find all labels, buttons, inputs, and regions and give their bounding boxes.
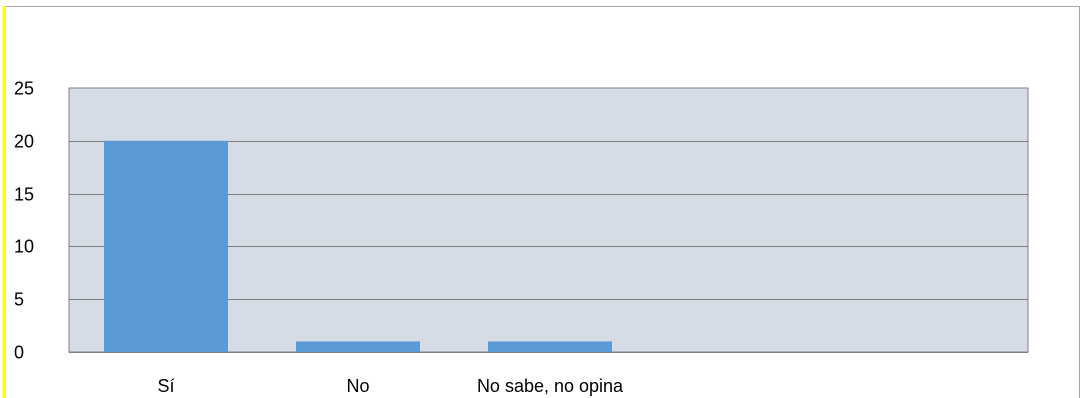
bar-0	[104, 140, 228, 352]
y-axis-ticks: 0 5 10 15 20 25	[14, 79, 34, 363]
y-tick-label: 25	[14, 79, 34, 99]
y-tick-label: 10	[14, 237, 34, 257]
bar-1	[296, 341, 420, 352]
y-tick-label: 15	[14, 185, 34, 205]
x-axis-ticks: Sí No No sabe, no opina	[157, 376, 624, 396]
x-tick-label: No sabe, no opina	[477, 376, 624, 396]
frame-top-border	[6, 6, 1080, 7]
frame-right-border	[1079, 6, 1080, 398]
y-tick-label: 20	[14, 132, 34, 152]
y-tick-label: 5	[14, 290, 24, 310]
gridlines	[69, 141, 1028, 300]
frame-left-accent	[3, 6, 6, 398]
y-tick-label: 0	[14, 343, 24, 363]
bar-2	[488, 341, 612, 352]
x-tick-label: Sí	[157, 376, 174, 396]
x-tick-label: No	[346, 376, 369, 396]
bars	[104, 140, 612, 352]
